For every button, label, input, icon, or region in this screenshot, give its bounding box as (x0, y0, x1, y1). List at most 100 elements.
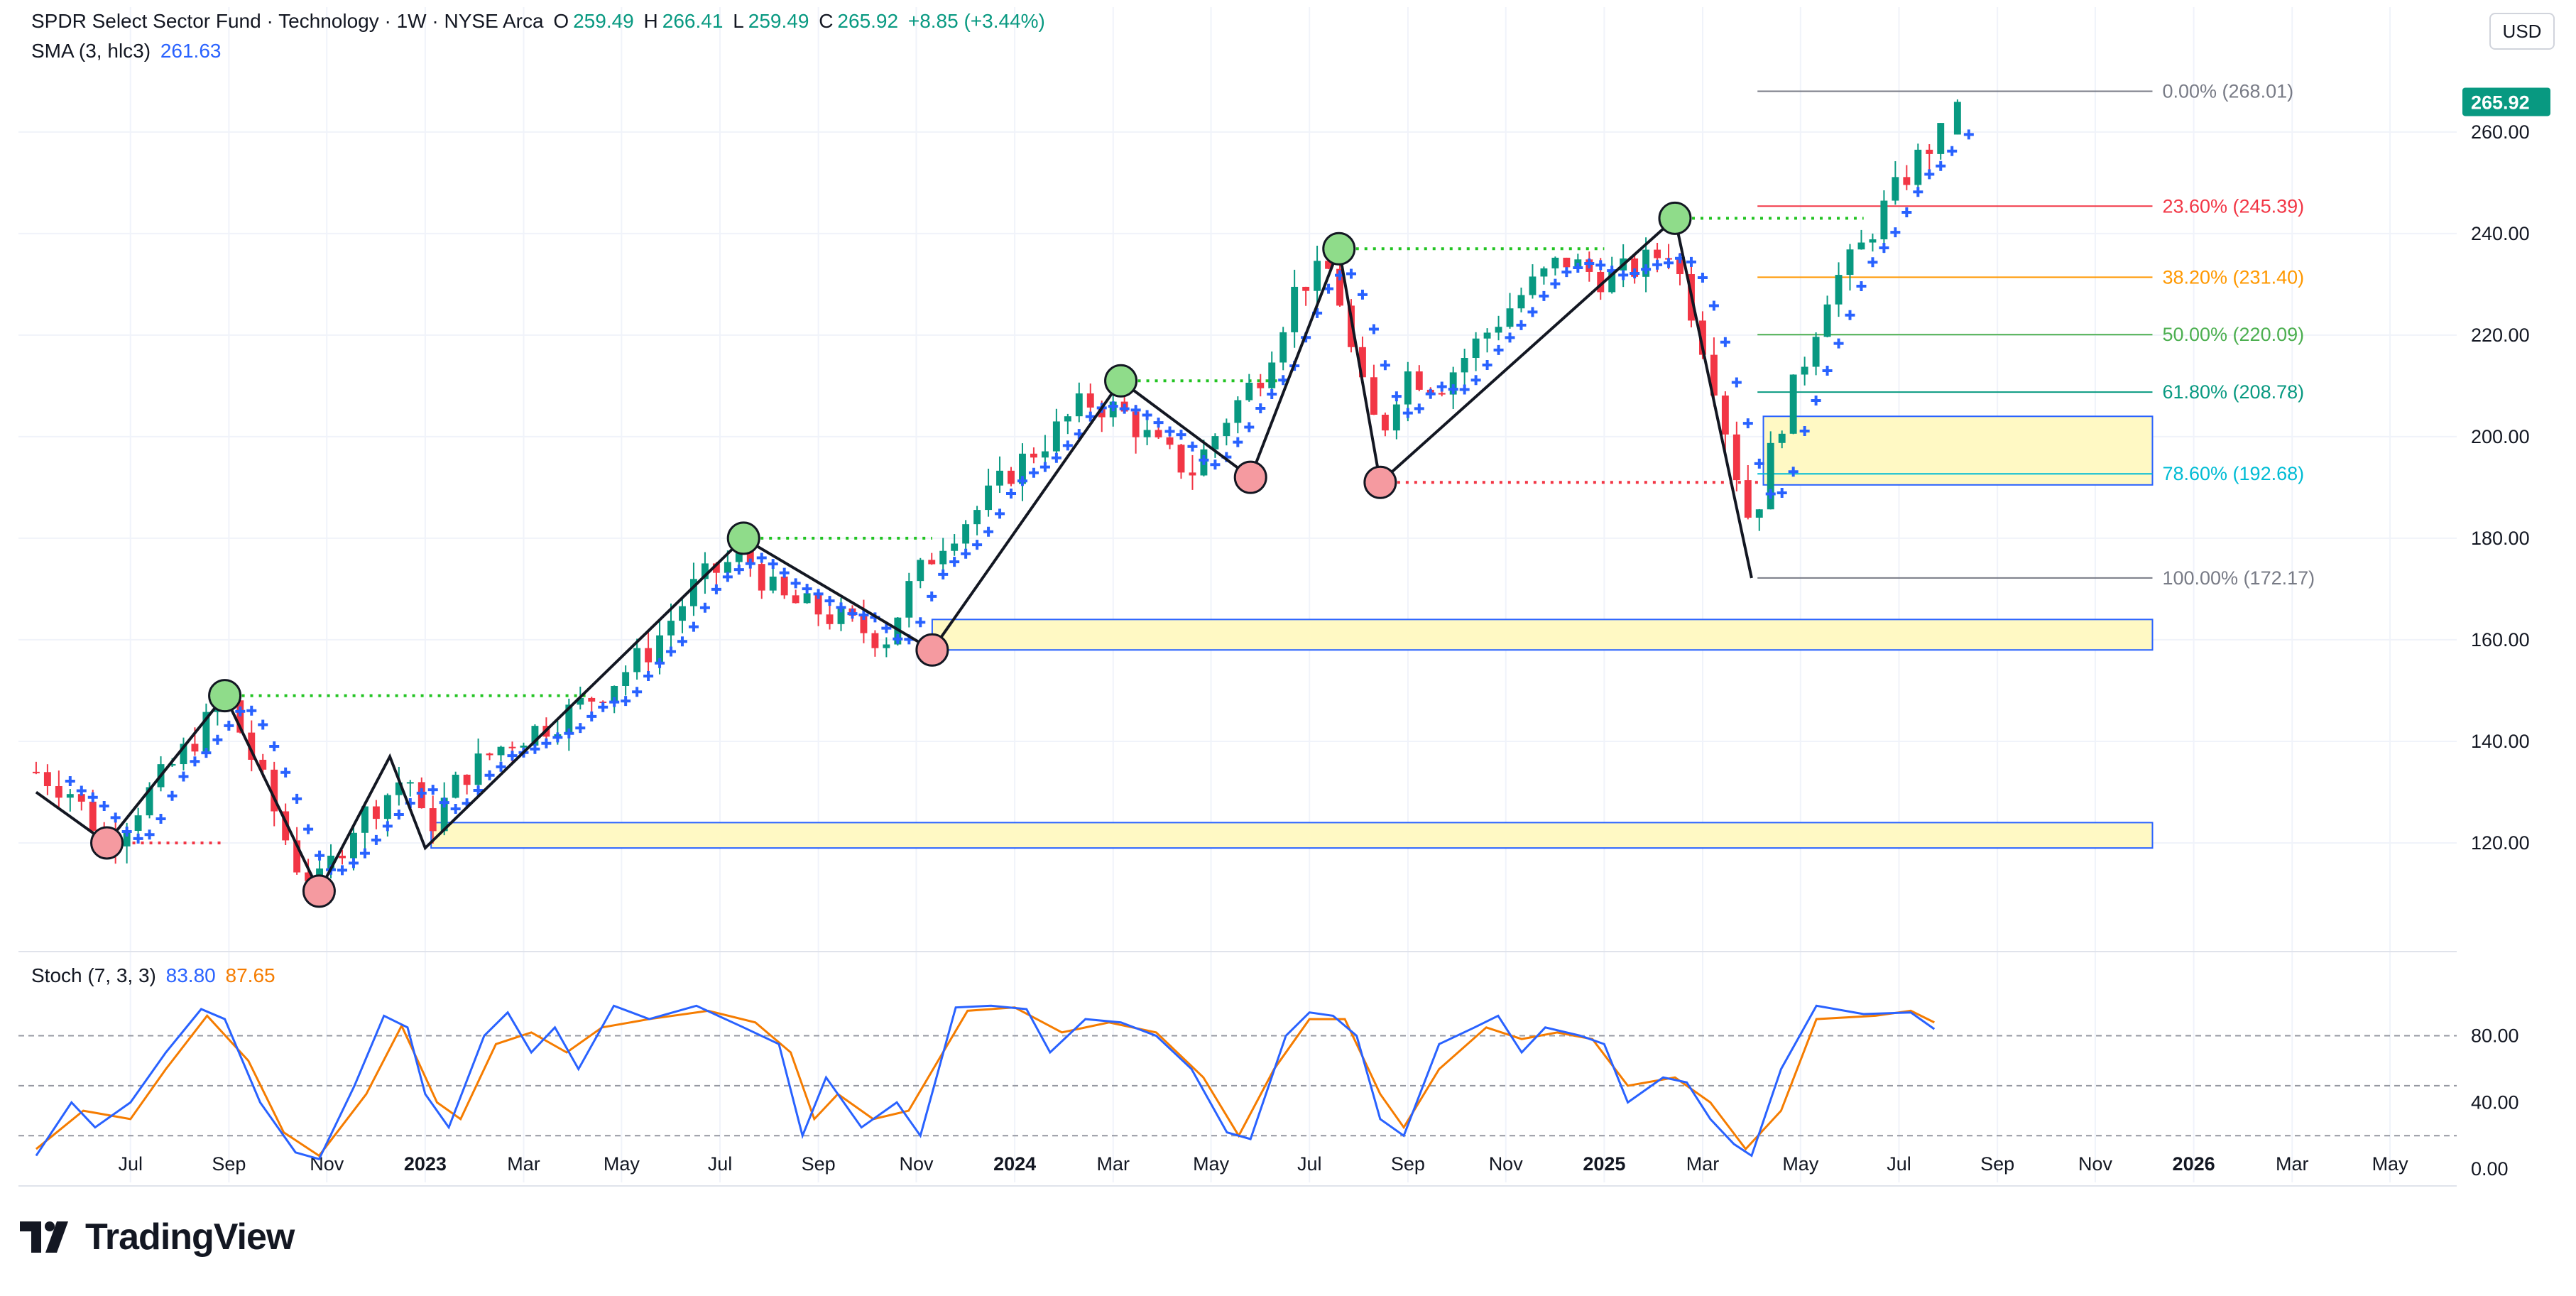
candle-body (1698, 320, 1706, 355)
sma-legend[interactable]: SMA (3, hlc3) 261.63 (31, 40, 225, 62)
candle-body (55, 786, 62, 798)
sma-marker (1380, 360, 1390, 371)
sma-marker (212, 734, 223, 745)
candle-body (305, 872, 312, 881)
candle-body (712, 563, 720, 573)
candle-body (1086, 393, 1094, 408)
currency-button[interactable]: USD (2489, 13, 2555, 50)
sma-marker (1697, 272, 1708, 283)
time-axis-label: 2026 (2173, 1153, 2215, 1175)
candle-body (168, 764, 176, 766)
sma-marker (1777, 487, 1787, 498)
candle-body (293, 840, 301, 873)
sma-marker (1720, 337, 1730, 347)
price-axis-label: 200.00 (2471, 426, 2530, 447)
symbol-header: SPDR Select Sector Fund · Technology · 1… (31, 10, 1049, 33)
sma-marker (995, 508, 1005, 519)
stoch-legend[interactable]: Stoch (7, 3, 3) 83.80 87.65 (31, 964, 280, 987)
tradingview-logo[interactable]: TradingView (20, 1216, 295, 1258)
candle-body (701, 563, 709, 579)
candle-body (689, 579, 697, 606)
time-axis-label: Mar (507, 1153, 540, 1175)
candle-body (1348, 305, 1355, 347)
time-axis-label: Mar (1686, 1153, 1720, 1175)
sma-marker (711, 584, 721, 594)
candle-body (1495, 327, 1502, 333)
sma-marker (1664, 258, 1674, 268)
sma-marker (110, 812, 121, 823)
candle-body (1291, 286, 1299, 332)
candle-body (1914, 149, 1922, 185)
sma-marker (609, 697, 620, 707)
price-axis-label: 240.00 (2471, 223, 2530, 244)
candle-body (474, 753, 482, 785)
candle-body (758, 564, 765, 591)
time-axis-label: Sep (802, 1153, 836, 1175)
swing-low-marker (1233, 460, 1267, 494)
sma-marker (1493, 344, 1504, 355)
sma-marker (552, 732, 563, 743)
candle-body (1835, 275, 1843, 305)
candle-body (780, 576, 788, 596)
sma-marker (1017, 476, 1027, 486)
sma-marker (235, 706, 246, 717)
candle-body (769, 576, 777, 591)
sma-marker (178, 771, 189, 782)
candle-body (1166, 437, 1174, 445)
candle-body (1540, 268, 1548, 277)
swing-low-marker (90, 826, 124, 860)
candle-body (202, 712, 210, 752)
candle-body (1245, 382, 1253, 401)
candle-body (1597, 271, 1605, 293)
sma-marker (371, 834, 381, 845)
sma-marker (1708, 300, 1719, 311)
candle-body (633, 648, 641, 672)
candle-body (1302, 286, 1310, 291)
candle-body (1506, 308, 1514, 327)
candle-body (1041, 451, 1049, 458)
time-axis-label: Jul (708, 1153, 733, 1175)
sma-marker (938, 569, 949, 579)
swing-low-marker (1363, 465, 1397, 499)
candle-body (871, 633, 879, 648)
candle-body (1778, 433, 1786, 443)
sma-marker (1459, 384, 1470, 395)
sma-label: SMA (3, hlc3) (31, 40, 151, 62)
fib-level-label: 78.60% (192.68) (2162, 463, 2304, 484)
candle-body (339, 855, 346, 859)
sma-marker (359, 848, 370, 859)
sma-marker (1324, 283, 1334, 294)
symbol-title[interactable]: SPDR Select Sector Fund · Technology · 1… (31, 10, 544, 32)
candle-body (1892, 177, 1899, 201)
low-label: L (733, 10, 744, 32)
candle-body (1234, 400, 1242, 423)
sma-marker (1573, 262, 1583, 273)
candle-body (32, 771, 40, 773)
candle-body (1529, 276, 1537, 295)
candle-body (1257, 382, 1265, 388)
candle-body (123, 830, 131, 846)
candle-body (531, 726, 539, 746)
sma-marker (1402, 408, 1413, 418)
candle-body (1404, 371, 1412, 405)
sma-marker (1561, 267, 1572, 278)
supply-demand-zone (430, 822, 2154, 849)
sma-marker (1199, 454, 1209, 465)
candle-body (577, 697, 584, 705)
candle-body (1721, 395, 1729, 435)
sma-marker (1130, 405, 1141, 415)
candle-body (679, 606, 686, 621)
candle-body (1812, 337, 1820, 367)
stoch-d-value: 87.65 (225, 964, 275, 986)
sma-marker (65, 775, 75, 786)
swing-high-marker (208, 679, 242, 713)
price-axis-label: 140.00 (2471, 731, 2530, 752)
time-axis-label: 2025 (1583, 1153, 1625, 1175)
sma-marker (315, 850, 325, 861)
time-axis-label: Mar (2276, 1153, 2309, 1175)
candle-body (66, 794, 74, 798)
stoch-label: Stoch (7, 3, 3) (31, 964, 156, 986)
time-axis-label: Mar (1097, 1153, 1130, 1175)
sma-marker (1164, 426, 1175, 437)
